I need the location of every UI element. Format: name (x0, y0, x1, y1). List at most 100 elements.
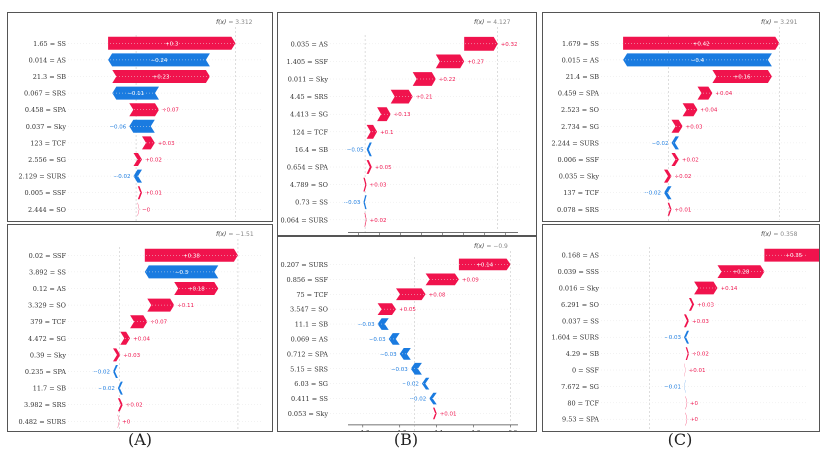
fx-label: f(x) (216, 231, 226, 238)
fx-value: = 3.291 (773, 19, 797, 26)
feature-label-2: 3.892 = SS (29, 268, 66, 276)
feature-label-2: 0.014 = AS (29, 56, 66, 64)
feature-label-7: 0.712 = SPA (287, 350, 328, 358)
bar-value-label-5: +0.07 (162, 108, 179, 114)
bar-value-label-5: +0.04 (701, 108, 718, 114)
panel-a-top: f(x) = 3.312 +0.3 1.65 = SS −0.24 0.014 = AS +… (7, 12, 273, 222)
bar-value-label-4: +0.11 (177, 303, 194, 309)
feature-label-6: 0.037 = Sky (26, 123, 67, 131)
bar-value-label-8: +0.02 (145, 158, 162, 164)
bar-value-label-11: +0.01 (675, 207, 692, 213)
bar-value-label-9: −0.02 (98, 386, 115, 392)
feature-label-5: 379 = TCF (30, 318, 66, 326)
bar-2 (425, 273, 459, 286)
bar-value-label-11: +0 (690, 417, 699, 423)
bar-value-label-3: +0.14 (721, 286, 738, 292)
bar-value-label-7: +0.03 (158, 141, 175, 147)
caption-c: (C) (667, 430, 693, 449)
bar-2 (144, 265, 219, 279)
bar-value-label-2: +0.27 (467, 59, 484, 65)
fx-annotation: f(x) = −0.9 (474, 243, 508, 250)
bar-value-label-11: +0 (122, 419, 131, 425)
fx-annotation: f(x) = 3.312 (216, 19, 253, 26)
feature-label-7: 2.244 = SURS (552, 139, 599, 147)
x-tick-label-2: −1.2 (393, 430, 406, 431)
bar-value-label-1: +0.35 (785, 253, 802, 259)
bar-1 (764, 248, 819, 262)
bar-value-label-2: −0.3 (175, 270, 189, 276)
bar-9 (363, 177, 367, 192)
bar-value-label-6: −0.03 (664, 335, 681, 341)
bar-5 (682, 103, 698, 117)
bar-5 (377, 107, 391, 122)
fx-value: = −0.9 (486, 243, 508, 250)
bar-value-label-8: −0.02 (93, 370, 110, 376)
feature-label-6: 1.604 = SURS (552, 334, 599, 342)
bar-4 (697, 86, 713, 100)
feature-label-3: 0.016 = Sky (559, 285, 600, 293)
bar-value-label-1: +0.38 (183, 253, 200, 259)
bar-2 (717, 265, 765, 278)
bar-10 (363, 195, 367, 210)
feature-label-5: 11.1 = SB (295, 321, 329, 329)
bar-value-label-6: +0.1 (380, 130, 393, 136)
feature-label-5: 2.523 = SO (561, 106, 599, 114)
bar-4 (147, 298, 175, 312)
feature-label-8: 2.556 = SG (28, 156, 66, 164)
bar-4 (377, 303, 396, 315)
bar-value-label-7: +0.03 (123, 353, 140, 359)
feature-label-10: 0.005 = SSF (25, 189, 67, 197)
feature-label-4: 0.459 = SPA (558, 90, 599, 98)
bar-10 (429, 392, 437, 405)
bar-7 (671, 136, 679, 150)
fx-annotation: f(x) = 4.127 (474, 19, 511, 26)
fx-label: f(x) (216, 19, 226, 26)
feature-label-9: 0.035 = Sky (559, 173, 600, 181)
feature-label-3: 0.12 = AS (33, 285, 66, 293)
feature-label-10: 80 = TCF (567, 399, 599, 407)
feature-label-1: 1.65 = SS (33, 40, 66, 48)
fx-annotation: f(x) = −1.51 (216, 231, 254, 238)
bar-11 (433, 407, 437, 420)
waterfall-chart-b-bottom: f(x) = −0.9 +0.14 0.207 = SURS +0.09 0.856 = … (281, 243, 520, 431)
feature-label-5: 0.458 = SPA (25, 106, 66, 114)
bar-9 (117, 381, 123, 395)
feature-label-1: 0.168 = AS (562, 252, 599, 260)
bar-value-label-7: −0.02 (652, 141, 669, 147)
feature-label-11: 0.053 = Sky (288, 410, 329, 418)
bar-value-label-1: +0.14 (476, 262, 493, 268)
feature-label-9: 4.789 = SO (290, 181, 328, 189)
bar-value-label-11: +0.01 (440, 411, 457, 417)
feature-label-2: 0.856 = SSF (287, 276, 329, 284)
fx-label: f(x) (761, 231, 771, 238)
bar-10 (137, 186, 142, 200)
bar-5 (377, 318, 389, 330)
bar-value-label-4: −0.11 (127, 91, 144, 97)
feature-label-11: 9.53 = SPA (562, 416, 599, 424)
bar-value-label-10: +0.01 (145, 191, 162, 197)
feature-label-1: 0.207 = SURS (281, 261, 328, 269)
caption-a: (A) (127, 430, 153, 449)
bar-6 (129, 119, 155, 133)
bar-value-label-4: +0.05 (399, 307, 416, 313)
waterfall-chart-c-bottom: f(x) = 0.358 +0.35 0.168 = AS +0.28 0.039 = S… (552, 231, 819, 431)
bar-value-label-2: −0.4 (691, 58, 705, 64)
bar-1 (458, 258, 511, 271)
fx-annotation: f(x) = 0.358 (761, 231, 798, 238)
bar-7 (113, 348, 121, 362)
feature-label-1: 1.679 = SS (562, 40, 599, 48)
feature-label-3: 75 = TCF (296, 291, 328, 299)
bar-value-label-2: −0.24 (151, 58, 168, 64)
bar-1 (108, 36, 236, 50)
bar-1 (623, 36, 780, 50)
bar-value-label-4: +0.03 (697, 302, 714, 308)
bar-8 (410, 362, 422, 375)
feature-label-6: 124 = TCF (292, 128, 328, 136)
feature-label-4: 4.45 = SRS (290, 93, 328, 101)
bar-value-label-9: −0.02 (114, 174, 131, 180)
bar-value-label-3: +0.18 (188, 287, 205, 293)
feature-label-2: 1.405 = SSF (287, 58, 329, 66)
bar-value-label-8: −0.03 (391, 367, 408, 373)
bar-value-label-3: +0.16 (734, 75, 751, 81)
bar-value-label-6: +0.04 (133, 336, 150, 342)
